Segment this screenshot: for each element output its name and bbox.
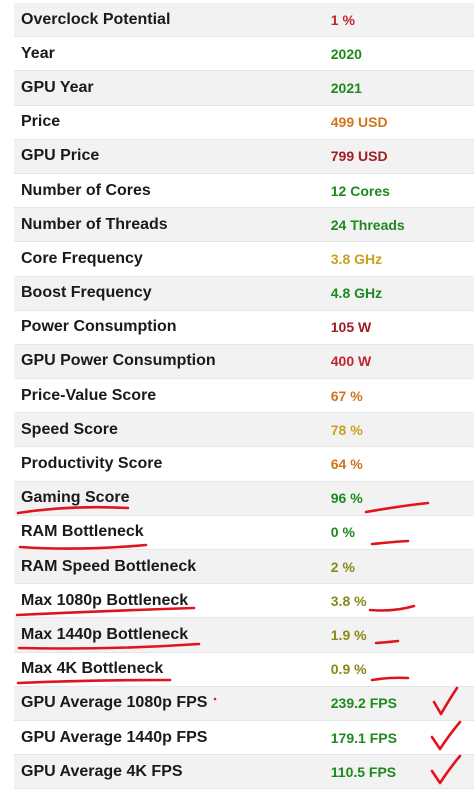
row-label: Number of Cores — [21, 181, 151, 199]
row-value: 2 % — [330, 558, 355, 575]
row-value: 110.5 FPS — [330, 763, 397, 780]
table-row: Price-Value Score 67 % — [14, 379, 474, 414]
row-value: 24 Threads — [330, 216, 405, 233]
table-row: Overclock Potential 1 % — [14, 3, 474, 38]
row-value: 12 Cores — [330, 182, 390, 199]
row-label: Number of Threads — [21, 215, 168, 233]
row-value: 78 % — [330, 421, 363, 438]
table-row: Speed Score 78 % — [14, 413, 474, 448]
row-label: GPU Price — [21, 147, 100, 165]
table-row: Number of Threads 24 Threads — [14, 208, 474, 243]
row-value: 179.1 FPS — [330, 729, 397, 746]
table-row: RAM Bottleneck 0 % — [14, 516, 474, 550]
row-label: RAM Bottleneck — [21, 523, 144, 541]
row-label: Boost Frequency — [21, 284, 152, 302]
row-label: Year — [21, 44, 55, 62]
table-row: Power Consumption 105 W — [14, 311, 474, 345]
row-value: 3.8 GHz — [330, 250, 383, 267]
row-value: 499 USD — [330, 114, 388, 131]
row-label: Overclock Potential — [21, 10, 171, 28]
row-label: Price — [21, 113, 61, 131]
table-row: Price 499 USD — [14, 106, 474, 140]
table-row: Number of Cores 12 Cores — [14, 174, 474, 209]
table-row: Year 2020 — [14, 37, 474, 72]
row-label: GPU Average 1080p FPS — [21, 694, 208, 712]
row-value: 1.9 % — [330, 626, 367, 643]
table-row: GPU Average 1440p FPS 179.1 FPS — [14, 721, 474, 756]
row-value: 67 % — [330, 387, 363, 404]
row-value: 400 W — [330, 353, 372, 370]
row-label: Gaming Score — [21, 489, 130, 507]
row-label: GPU Average 4K FPS — [21, 762, 183, 780]
row-label: Max 4K Bottleneck — [21, 660, 164, 678]
table-row: Core Frequency 3.8 GHz — [14, 242, 474, 277]
row-value: 3.8 % — [330, 592, 367, 609]
table-row: Max 1080p Bottleneck 3.8 % — [14, 584, 474, 619]
table-row: Productivity Score 64 % — [14, 447, 474, 482]
row-label: Price-Value Score — [21, 386, 157, 404]
row-value: 239.2 FPS — [330, 695, 397, 712]
row-label: Speed Score — [21, 420, 118, 438]
table-row: GPU Average 4K FPS 110.5 FPS — [14, 755, 474, 790]
row-value: 799 USD — [330, 148, 388, 165]
row-value: 96 % — [330, 490, 363, 507]
row-value: 105 W — [330, 319, 372, 336]
row-label: Productivity Score — [21, 455, 163, 473]
row-value: 2021 — [330, 79, 362, 96]
row-label: Power Consumption — [21, 318, 177, 336]
table-row: Max 4K Bottleneck 0.9 % — [14, 653, 474, 687]
table-row: Boost Frequency 4.8 GHz — [14, 276, 474, 311]
row-value: 4.8 GHz — [330, 285, 383, 302]
row-value: 0.9 % — [330, 661, 367, 678]
specs-table: Overclock Potential 1 % Year 2020 GPU Ye… — [14, 3, 474, 790]
row-label: GPU Average 1440p FPS — [21, 728, 208, 746]
row-value: 0 % — [330, 524, 355, 541]
row-label: GPU Power Consumption — [21, 352, 216, 370]
table-row: GPU Year 2021 — [14, 71, 474, 106]
row-value: 64 % — [330, 456, 363, 473]
table-row: Gaming Score 96 % — [14, 481, 474, 516]
table-row: GPU Price 799 USD — [14, 139, 474, 174]
row-label: Max 1080p Bottleneck — [21, 591, 189, 609]
table-row: Max 1440p Bottleneck 1.9 % — [14, 618, 474, 653]
table-row: GPU Average 1080p FPS 239.2 FPS — [14, 686, 474, 721]
row-label: Max 1440p Bottleneck — [21, 625, 189, 643]
row-label: RAM Speed Bottleneck — [21, 557, 197, 575]
row-label: GPU Year — [21, 78, 94, 96]
row-value: 2020 — [330, 45, 362, 62]
table-row: RAM Speed Bottleneck 2 % — [14, 550, 474, 585]
row-label: Core Frequency — [21, 249, 143, 267]
row-value: 1 % — [330, 11, 355, 28]
table-row: GPU Power Consumption 400 W — [14, 344, 474, 380]
